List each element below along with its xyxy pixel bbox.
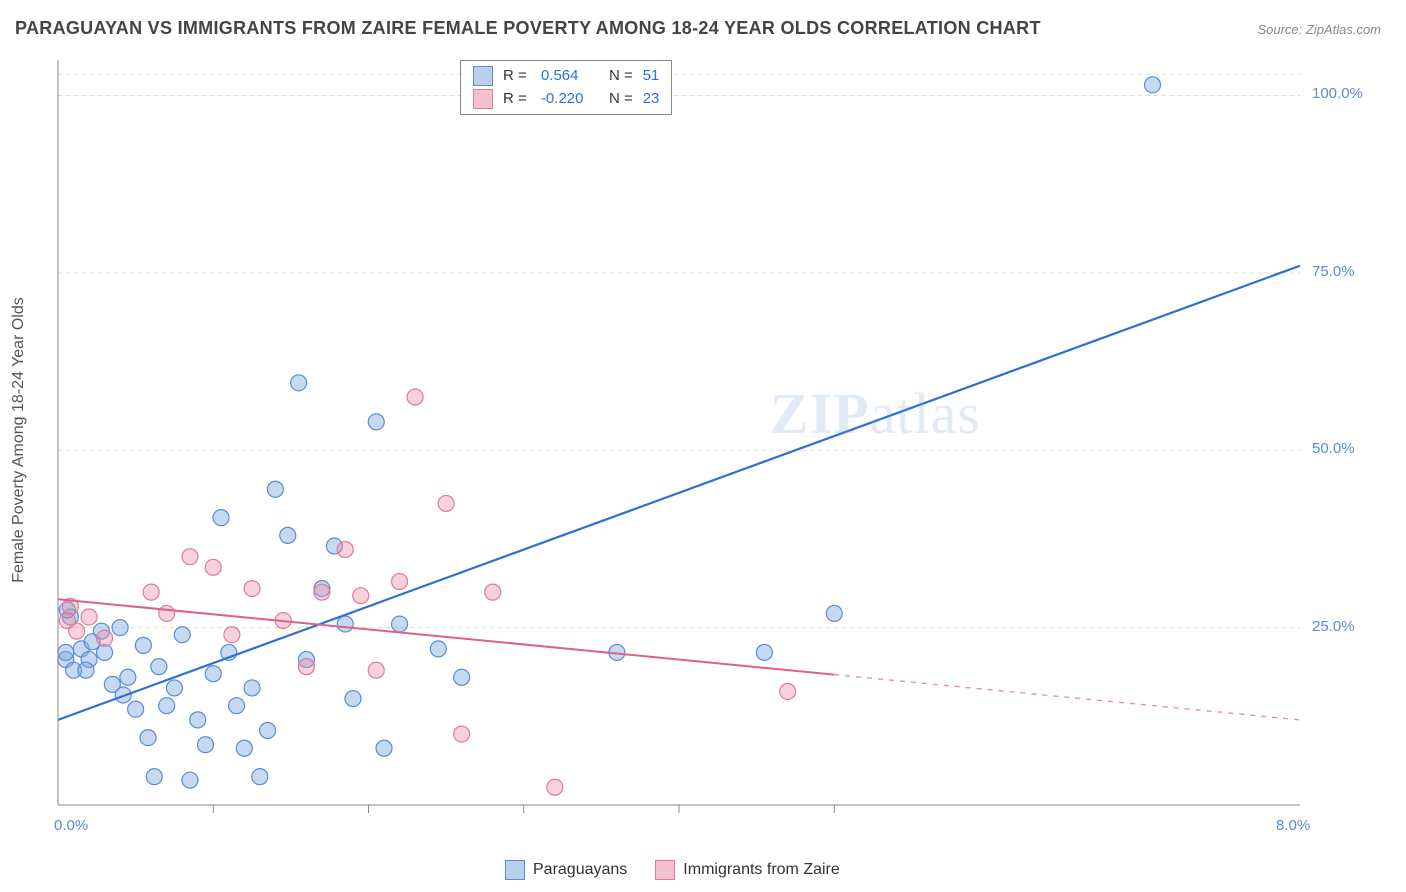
axis-tick-label: 50.0%: [1312, 440, 1355, 457]
chart-svg: [50, 55, 1380, 835]
axis-tick-label: 0.0%: [54, 817, 88, 834]
legend-series: Paraguayans Immigrants from Zaire: [505, 860, 840, 880]
legend-r-value-1: 0.564: [541, 65, 599, 88]
legend-swatch-2: [473, 89, 493, 109]
legend-correlation: R = 0.564 N = 51 R = -0.220 N = 23: [460, 60, 672, 115]
legend-bottom-swatch-2: [655, 860, 675, 880]
legend-n-value-1: 51: [643, 65, 660, 88]
legend-r-label: R =: [503, 65, 531, 88]
legend-bottom-label-2: Immigrants from Zaire: [683, 861, 839, 879]
scatter-plot-area: [50, 55, 1380, 835]
legend-item-1: Paraguayans: [505, 860, 627, 880]
legend-n-value-2: 23: [643, 88, 660, 111]
legend-n-label: N =: [609, 88, 633, 111]
source-attribution: Source: ZipAtlas.com: [1257, 22, 1381, 37]
legend-row-series-2: R = -0.220 N = 23: [473, 88, 659, 111]
legend-row-series-1: R = 0.564 N = 51: [473, 65, 659, 88]
legend-n-label: N =: [609, 65, 633, 88]
legend-r-label: R =: [503, 88, 531, 111]
legend-r-value-2: -0.220: [541, 88, 599, 111]
legend-item-2: Immigrants from Zaire: [655, 860, 839, 880]
y-axis-label: Female Poverty Among 18-24 Year Olds: [10, 297, 28, 583]
axis-tick-label: 100.0%: [1312, 85, 1363, 102]
axis-tick-label: 8.0%: [1276, 817, 1310, 834]
legend-bottom-label-1: Paraguayans: [533, 861, 627, 879]
legend-swatch-1: [473, 66, 493, 86]
axis-tick-label: 25.0%: [1312, 618, 1355, 635]
axis-tick-label: 75.0%: [1312, 263, 1355, 280]
legend-bottom-swatch-1: [505, 860, 525, 880]
chart-title: PARAGUAYAN VS IMMIGRANTS FROM ZAIRE FEMA…: [15, 18, 1041, 39]
